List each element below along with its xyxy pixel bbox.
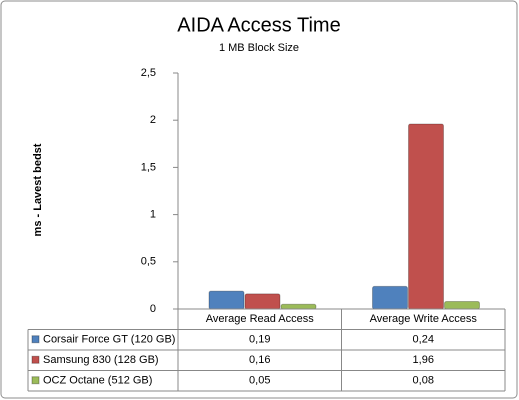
y-tick-label: 2,5 bbox=[141, 67, 156, 79]
bar bbox=[372, 285, 408, 310]
value-label: 0,05 bbox=[249, 375, 270, 387]
y-tick-label: 0 bbox=[150, 303, 156, 315]
y-tick-label: 1,5 bbox=[141, 161, 156, 173]
value-label: 0,08 bbox=[413, 375, 434, 387]
value-label: 0,19 bbox=[249, 334, 270, 346]
bar bbox=[408, 123, 444, 310]
legend-label: Corsair Force GT (120 GB) bbox=[43, 334, 175, 346]
bar bbox=[280, 303, 317, 310]
legend-key bbox=[31, 355, 40, 364]
y-tick-label: 0,5 bbox=[141, 256, 156, 268]
x-tick-label: Average Read Access bbox=[206, 313, 315, 325]
value-label: 1,96 bbox=[413, 354, 434, 366]
y-tick-label: 1 bbox=[150, 209, 156, 221]
value-label: 0,16 bbox=[249, 354, 270, 366]
legend-key bbox=[31, 335, 40, 344]
chart-subtitle: 1 MB Block Size bbox=[219, 42, 299, 54]
bar bbox=[208, 290, 245, 310]
legend-label: Samsung 830 (128 GB) bbox=[43, 354, 159, 366]
bar bbox=[244, 293, 281, 310]
legend-key bbox=[31, 376, 40, 385]
legend-label: OCZ Octane (512 GB) bbox=[43, 375, 152, 387]
y-tick-label: 2 bbox=[150, 114, 156, 126]
x-tick-label: Average Write Access bbox=[370, 313, 478, 325]
chart-title: AIDA Access Time bbox=[177, 14, 340, 36]
y-axis-label: ms - Lavest bedst bbox=[32, 143, 44, 236]
bar bbox=[444, 300, 480, 310]
value-label: 0,24 bbox=[413, 334, 434, 346]
